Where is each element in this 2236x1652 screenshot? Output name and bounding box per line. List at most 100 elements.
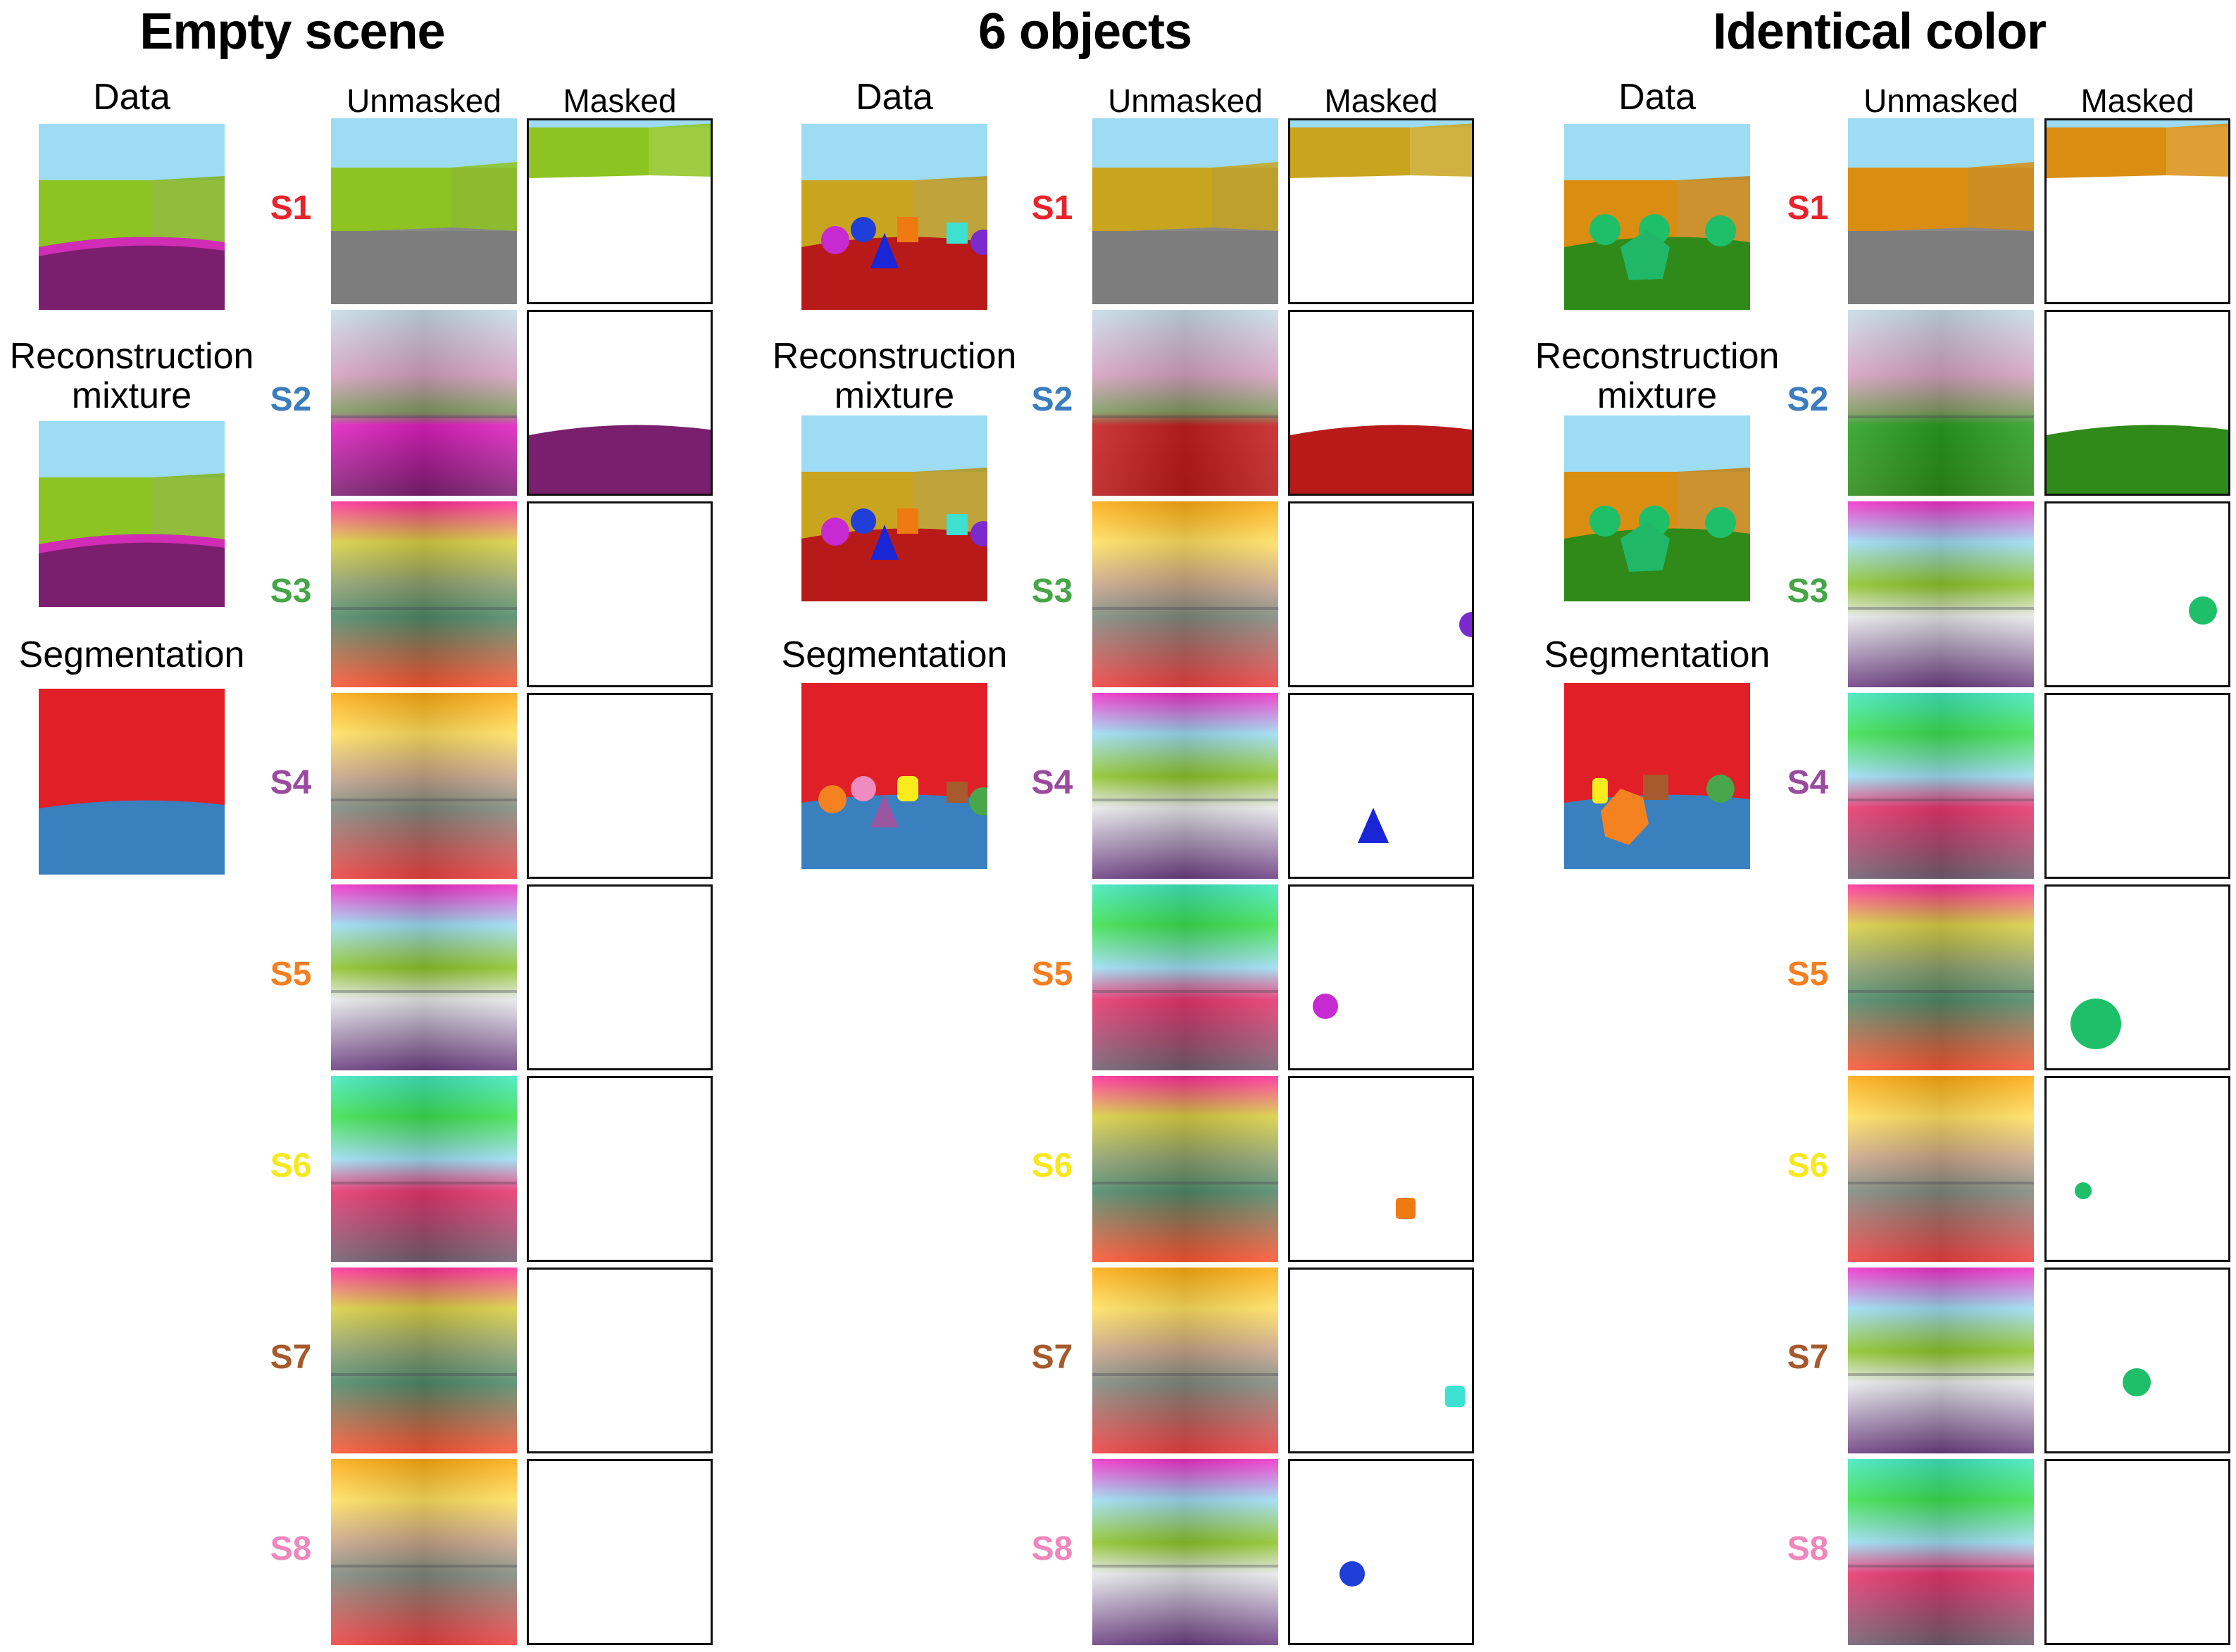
unmasked-slot-image [1848, 1076, 2034, 1262]
unmasked-header: Unmasked [1108, 82, 1263, 119]
masked-slot-image [2044, 501, 2230, 687]
masked-slot-image [1288, 693, 1474, 879]
masked-slot-image [527, 310, 713, 496]
unmasked-slot-image [1092, 1459, 1278, 1645]
masked-slot-image [2044, 884, 2230, 1070]
masked-slot-image [2044, 1076, 2230, 1262]
reconstruction-label-line2: mixture [834, 375, 955, 416]
slot-label: S2 [1031, 381, 1073, 418]
unmasked-slot-image [1092, 1076, 1278, 1262]
reconstruction-label-line1: Reconstruction [1535, 336, 1780, 377]
masked-slot-image [527, 501, 713, 687]
masked-slot-image [527, 693, 713, 879]
panel-title: Identical color [1712, 4, 2047, 60]
data-label: Data [1618, 77, 1696, 118]
unmasked-slot-image [1092, 310, 1278, 496]
masked-slot-image [1288, 1268, 1474, 1453]
slot-label: S1 [1787, 189, 1829, 227]
slot-label: S5 [1031, 956, 1073, 993]
unmasked-slot-image [1848, 501, 2034, 687]
segmentation-label: Segmentation [781, 634, 1008, 675]
masked-header: Masked [1324, 82, 1438, 119]
reconstruction-label: Reconstruction mixture [1525, 337, 1789, 415]
segmentation-label: Segmentation [1544, 634, 1770, 675]
reconstruction-image [801, 415, 987, 601]
masked-slot-image [527, 118, 713, 304]
segmentation-label: Segmentation [18, 634, 245, 675]
masked-slot-image [2044, 118, 2230, 304]
reconstruction-label-line2: mixture [1597, 375, 1718, 416]
masked-slot-image [1288, 118, 1474, 304]
unmasked-slot-image [331, 1459, 517, 1645]
slot-label: S8 [1031, 1530, 1073, 1567]
segmentation-image [39, 689, 225, 875]
slot-label: S7 [1031, 1339, 1073, 1376]
slot-label: S4 [1787, 764, 1829, 801]
reconstruction-image [1564, 415, 1750, 601]
slot-label: S7 [270, 1339, 312, 1376]
unmasked-slot-image [1092, 884, 1278, 1070]
data-label: Data [93, 77, 170, 118]
masked-slot-image [2044, 1268, 2230, 1453]
slot-label: S2 [1787, 381, 1829, 418]
masked-slot-image [1288, 884, 1474, 1070]
data-image [801, 124, 987, 310]
masked-slot-image [527, 884, 713, 1070]
masked-header: Masked [563, 82, 677, 119]
slot-label: S2 [270, 381, 312, 418]
slot-label: S1 [270, 189, 312, 227]
unmasked-slot-image [331, 693, 517, 879]
unmasked-header: Unmasked [1863, 82, 2018, 119]
panel-identical-color: Identical color Data Reconstruction mixt… [1525, 0, 2236, 1652]
reconstruction-label-line2: mixture [71, 375, 192, 416]
slot-label: S5 [1787, 956, 1829, 993]
slot-label: S5 [270, 956, 312, 993]
unmasked-slot-image [331, 310, 517, 496]
masked-header: Masked [2080, 82, 2194, 119]
slot-label: S8 [270, 1530, 312, 1567]
unmasked-slot-image [331, 1268, 517, 1453]
data-image [1564, 124, 1750, 310]
unmasked-slot-image [1848, 1268, 2034, 1453]
unmasked-slot-image [1092, 118, 1278, 304]
unmasked-slot-image [1092, 501, 1278, 687]
unmasked-slot-image [1092, 693, 1278, 879]
unmasked-slot-image [331, 501, 517, 687]
slot-label: S7 [1787, 1339, 1829, 1376]
panel-6-objects: 6 objects Data Reconstruction mixture Se… [763, 0, 1508, 1652]
slot-label: S6 [270, 1147, 312, 1184]
segmentation-image [1564, 683, 1750, 869]
unmasked-slot-image [1848, 693, 2034, 879]
unmasked-slot-image [331, 1076, 517, 1262]
unmasked-slot-image [1848, 118, 2034, 304]
masked-slot-image [2044, 1459, 2230, 1645]
unmasked-slot-image [1092, 1268, 1278, 1453]
slot-label: S1 [1031, 189, 1073, 227]
slot-label: S3 [1787, 572, 1829, 610]
slot-label: S3 [1031, 572, 1073, 610]
panel-title: Empty scene [139, 4, 445, 60]
slot-label: S8 [1787, 1530, 1829, 1567]
masked-slot-image [2044, 310, 2230, 496]
reconstruction-image [39, 421, 225, 607]
unmasked-slot-image [331, 118, 517, 304]
masked-slot-image [1288, 1459, 1474, 1645]
masked-slot-image [1288, 501, 1474, 687]
masked-slot-image [527, 1459, 713, 1645]
panel-empty-scene: Empty scene Data Reconstruction mixture … [0, 0, 745, 1652]
reconstruction-label: Reconstruction mixture [0, 337, 263, 415]
data-image [39, 124, 225, 310]
unmasked-slot-image [331, 884, 517, 1070]
masked-slot-image [1288, 310, 1474, 496]
data-label: Data [856, 77, 933, 118]
slot-label: S6 [1031, 1147, 1073, 1184]
unmasked-slot-image [1848, 310, 2034, 496]
reconstruction-label: Reconstruction mixture [763, 337, 1026, 415]
masked-slot-image [2044, 693, 2230, 879]
unmasked-slot-image [1848, 884, 2034, 1070]
unmasked-header: Unmasked [346, 82, 501, 119]
segmentation-image [801, 683, 987, 869]
reconstruction-label-line1: Reconstruction [9, 336, 254, 377]
reconstruction-label-line1: Reconstruction [772, 336, 1017, 377]
